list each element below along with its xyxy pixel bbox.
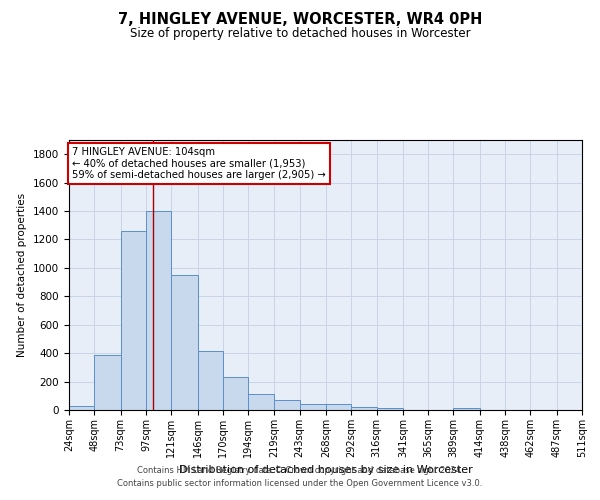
Text: 7, HINGLEY AVENUE, WORCESTER, WR4 0PH: 7, HINGLEY AVENUE, WORCESTER, WR4 0PH [118,12,482,28]
Bar [69,406,94,410]
Text: Contains HM Land Registry data © Crown copyright and database right 2024.
Contai: Contains HM Land Registry data © Crown c… [118,466,482,487]
Text: 7 HINGLEY AVENUE: 104sqm
← 40% of detached houses are smaller (1,953)
59% of sem: 7 HINGLEY AVENUE: 104sqm ← 40% of detach… [72,147,326,180]
Bar [454,408,480,410]
Bar [326,404,352,410]
Bar [121,231,146,410]
Bar [352,407,377,410]
X-axis label: Distribution of detached houses by size in Worcester: Distribution of detached houses by size … [179,466,472,475]
Y-axis label: Number of detached properties: Number of detached properties [17,193,28,357]
Bar [274,400,299,410]
Bar [248,394,274,410]
Bar [223,376,248,410]
Bar [377,408,403,410]
Text: Size of property relative to detached houses in Worcester: Size of property relative to detached ho… [130,28,470,40]
Bar [171,275,197,410]
Bar [299,404,326,410]
Bar [197,351,223,410]
Bar [94,354,121,410]
Bar [146,211,171,410]
